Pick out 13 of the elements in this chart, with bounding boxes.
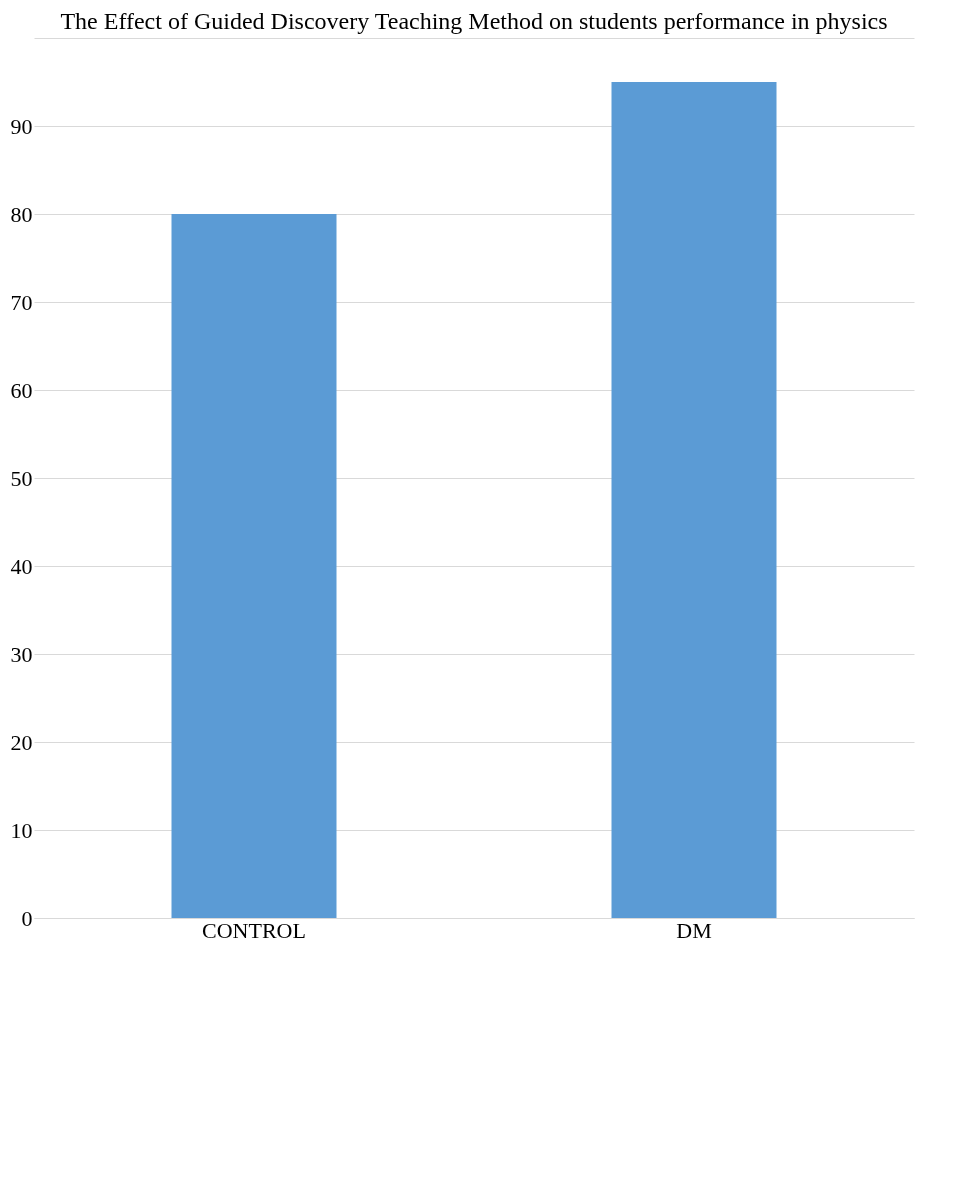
y-tick-label: 20 [10, 729, 33, 755]
y-tick-label: 60 [10, 377, 33, 403]
y-tick-label: 80 [10, 201, 33, 227]
y-tick-label: 70 [10, 289, 33, 315]
x-tick-label: CONTROL [202, 917, 306, 943]
y-tick-label: 30 [10, 641, 33, 667]
y-tick-label: 90 [10, 113, 33, 139]
x-tick-label: DM [676, 917, 712, 943]
chart-title: The Effect of Guided Discovery Teaching Method on students performance in physics [60, 8, 888, 34]
y-tick-label: 0 [21, 905, 33, 931]
y-tick-label: 10 [10, 817, 33, 843]
y-tick-label: 40 [10, 553, 33, 579]
y-tick-label: 50 [10, 465, 33, 491]
